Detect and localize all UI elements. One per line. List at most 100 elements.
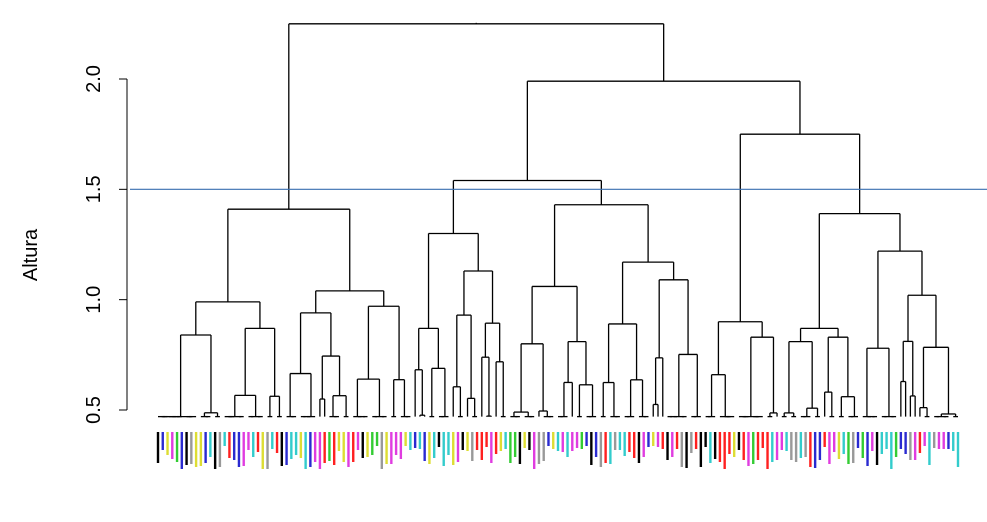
leaf-label-mark [442, 432, 445, 466]
leaf-label-mark [923, 432, 926, 446]
leaf-label-mark [575, 432, 579, 448]
leaf-label-mark [566, 432, 569, 457]
leaf-label-mark [790, 432, 793, 460]
leaf-label-mark [423, 432, 426, 461]
leaf-label-mark [904, 432, 907, 454]
leaf-label-mark [709, 432, 712, 463]
leaf-label-mark [761, 432, 764, 448]
leaf-label-mark [599, 432, 603, 467]
leaf-label-mark [623, 432, 626, 456]
leaf-label-mark [913, 432, 917, 460]
leaf-label-mark [242, 432, 245, 466]
leaf-label-mark [494, 432, 498, 454]
leaf-label-mark [909, 432, 912, 460]
leaf-label-mark [604, 432, 607, 463]
leaf-label-mark [613, 432, 617, 450]
leaf-label-mark [823, 432, 826, 447]
leaf-label-mark [475, 432, 479, 450]
leaf-label-mark [799, 432, 803, 458]
leaf-label-mark [456, 432, 460, 462]
leaf-label-mark [932, 432, 936, 448]
leaf-label-mark [875, 432, 879, 465]
leaf-label-mark [304, 432, 307, 469]
leaf-label-mark [271, 432, 274, 449]
leaf-label-mark [685, 432, 688, 468]
leaf-label-mark [880, 432, 884, 454]
leaf-label-mark [937, 432, 941, 449]
leaf-label-mark [580, 432, 584, 449]
leaf-label-mark [847, 432, 850, 464]
leaf-label-mark [752, 432, 755, 464]
leaf-label-mark [218, 432, 222, 467]
leaf-label-mark [518, 432, 522, 464]
leaf-label-mark [628, 432, 631, 452]
leaf-label-mark [275, 432, 279, 453]
leaf-label-mark [261, 432, 264, 469]
leaf-label-mark [266, 432, 269, 469]
leaf-label-mark [737, 432, 741, 450]
leaf-label-mark [404, 432, 407, 446]
leaf-label-mark [804, 432, 807, 457]
leaf-label-mark [852, 432, 855, 463]
leaf-label-mark [732, 432, 736, 457]
leaf-label-mark [190, 432, 193, 464]
y-axis-label: Altura [20, 228, 42, 281]
leaf-label-mark [175, 432, 179, 462]
leaf-label-mark [156, 432, 160, 463]
leaf-label-mark [680, 432, 684, 467]
leaf-label-mark [352, 432, 355, 462]
y-tick-label: 2.0 [83, 65, 105, 93]
leaf-label-mark [766, 432, 769, 469]
leaf-label-mark [209, 432, 212, 457]
leaf-label-mark [537, 432, 541, 464]
leaf-label-mark [256, 432, 260, 452]
leaf-label-mark [728, 432, 731, 454]
leaf-label-mark [513, 432, 517, 457]
leaf-label-mark [542, 432, 545, 461]
leaf-label-mark [832, 432, 836, 452]
leaf-label-mark [718, 432, 722, 462]
leaf-label-mark [856, 432, 860, 448]
leaf-label-mark [618, 432, 622, 450]
leaf-label-mark [775, 432, 779, 460]
leaf-label-mark [947, 432, 950, 449]
leaf-label-mark [771, 432, 774, 462]
leaf-label-mark [371, 432, 374, 455]
leaf-label-mark [956, 432, 960, 467]
leaf-label-mark [309, 432, 312, 467]
leaf-label-mark [861, 432, 864, 458]
leaf-label-mark [166, 432, 169, 455]
leaf-label-mark [285, 432, 288, 465]
leaf-label-mark [699, 432, 703, 467]
leaf-label-mark [942, 432, 945, 449]
leaf-label-mark [252, 432, 255, 457]
leaf-label-mark [523, 432, 526, 448]
leaf-label-mark [490, 432, 493, 463]
leaf-label-mark [361, 432, 364, 458]
leaf-label-mark [828, 432, 831, 464]
leaf-label-mark [666, 432, 669, 460]
leaf-label-mark [466, 432, 469, 451]
leaf-label-mark [509, 432, 512, 463]
leaf-label-mark [390, 432, 393, 464]
leaf-label-mark [652, 432, 655, 446]
leaf-label-mark [223, 432, 226, 446]
leaf-label-mark [213, 432, 217, 469]
leaf-label-mark [561, 432, 564, 452]
leaf-label-mark [337, 432, 341, 451]
leaf-label-mark [228, 432, 231, 458]
leaf-label-mark [647, 432, 650, 447]
leaf-label-mark [471, 432, 474, 461]
leaf-label-mark [323, 432, 326, 463]
dendrogram-tree [158, 22, 958, 418]
leaf-label-mark [318, 432, 322, 469]
leaf-label-mark [809, 432, 812, 467]
leaf-label-mark [594, 432, 598, 457]
leaf-label-mark [161, 432, 164, 450]
leaf-label-mark [918, 432, 922, 453]
leaf-label-mark [547, 432, 550, 446]
leaf-label-mark [871, 432, 874, 451]
leaf-label-mark [690, 432, 693, 453]
leaf-label-mark [366, 432, 369, 457]
